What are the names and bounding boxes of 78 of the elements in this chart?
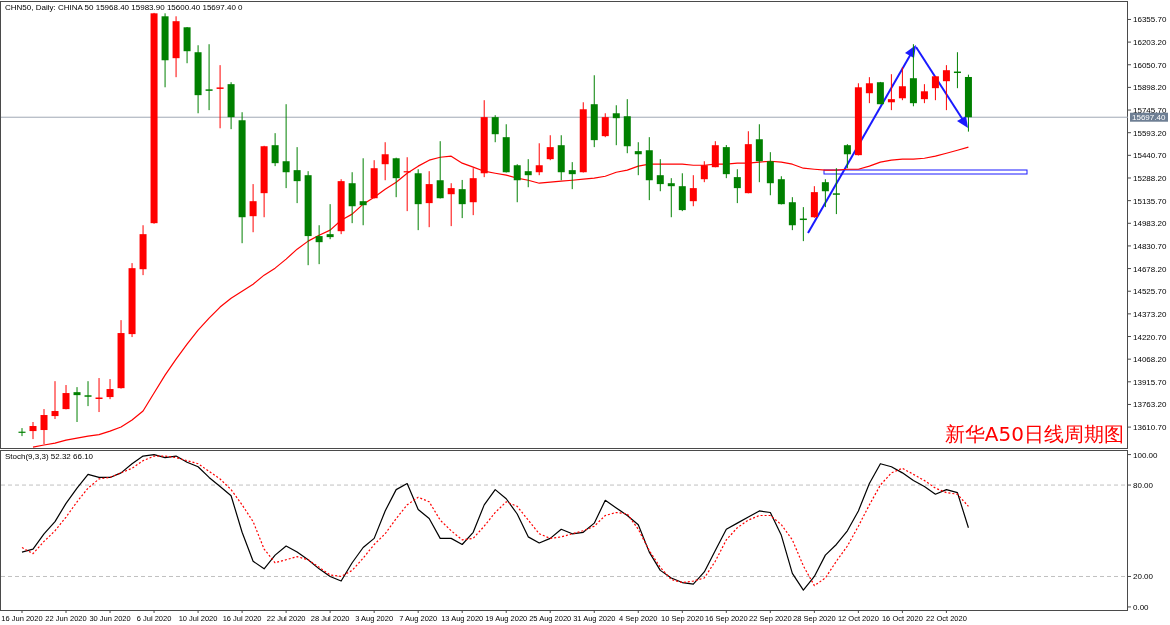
candlestick <box>656 158 664 192</box>
candlestick <box>447 182 455 227</box>
candlestick <box>887 73 895 111</box>
annotation: 新华A50日线周期图 <box>944 422 1124 446</box>
y-tick-label: 15593.20 <box>1133 128 1167 138</box>
y-tick-label: 14373.20 <box>1133 309 1167 319</box>
y-tick-label: 100.00 <box>1133 450 1159 460</box>
candlestick <box>51 380 59 420</box>
chart-title: CHN50, Daily: CHINA 50 15968.40 15983.90 15600.40 15697.40 0 <box>5 3 244 12</box>
candlestick <box>183 26 191 64</box>
y-tick-label: 16050.70 <box>1133 60 1167 70</box>
candlestick <box>392 157 400 198</box>
y-tick-label: 14068.20 <box>1133 355 1167 365</box>
y-tick-label: 16355.70 <box>1133 15 1167 25</box>
candlestick <box>62 384 70 410</box>
y-tick-label: 14525.70 <box>1133 287 1167 297</box>
candlestick <box>821 178 829 208</box>
candlestick <box>535 142 543 176</box>
candlestick <box>865 76 873 104</box>
y-tick-label: 14220.70 <box>1133 332 1167 342</box>
candlestick <box>942 64 950 111</box>
candlestick <box>700 160 708 183</box>
y-tick-label: 20.00 <box>1133 572 1154 582</box>
candlestick <box>788 196 796 231</box>
candlestick <box>612 104 620 146</box>
candlestick <box>634 141 642 176</box>
candlestick <box>29 421 37 440</box>
y-tick-label: 13763.20 <box>1133 400 1167 410</box>
y-tick-label: 16203.20 <box>1133 38 1167 48</box>
y-tick-label: 14678.20 <box>1133 264 1167 274</box>
candlestick <box>458 179 466 219</box>
y-tick-label: 15135.70 <box>1133 196 1167 206</box>
candlestick <box>106 378 114 400</box>
candlestick <box>920 83 928 104</box>
candlestick <box>667 177 675 218</box>
chart-title: Stoch(9,3,3) 52.32 66.10 <box>5 452 94 461</box>
candlestick <box>513 163 521 203</box>
candlestick <box>249 183 257 233</box>
candlestick <box>425 170 433 228</box>
y-tick-label: 13610.70 <box>1133 423 1167 433</box>
y-tick-label: 13915.70 <box>1133 377 1167 387</box>
ref-line-label: 15697.40 <box>1132 113 1166 123</box>
candlestick <box>678 172 686 212</box>
candlestick <box>931 75 939 101</box>
candlestick <box>84 380 92 407</box>
candlestick <box>601 112 609 138</box>
candlestick <box>843 143 851 169</box>
y-tick-label: 14983.20 <box>1133 219 1167 229</box>
y-tick-label: 0.00 <box>1133 602 1150 612</box>
candlestick <box>293 146 301 204</box>
candlestick <box>568 161 576 190</box>
candlestick <box>491 114 499 143</box>
y-tick-label: 15898.20 <box>1133 83 1167 93</box>
candlestick <box>381 141 389 181</box>
candlestick <box>216 64 224 129</box>
candlestick <box>766 151 774 196</box>
candlestick <box>898 66 906 101</box>
y-tick-label: 15440.70 <box>1133 151 1167 161</box>
candlestick <box>271 132 279 167</box>
candlestick <box>832 167 840 215</box>
y-tick-label: 14830.70 <box>1133 241 1167 251</box>
candlestick <box>73 386 81 423</box>
candlestick <box>348 171 356 224</box>
candlestick <box>282 103 290 189</box>
y-tick-label: 15745.70 <box>1133 106 1167 116</box>
candlestick <box>689 174 697 207</box>
candlestick <box>315 224 323 265</box>
candlestick <box>205 43 213 111</box>
candlestick <box>755 123 763 183</box>
candlestick <box>733 168 741 204</box>
y-tick-label: 80.00 <box>1133 481 1154 491</box>
candlestick <box>359 157 367 226</box>
y-tick-label: 15288.20 <box>1133 173 1167 183</box>
candlestick <box>546 134 554 161</box>
candlestick <box>524 158 532 188</box>
candlestick <box>436 140 444 200</box>
candlestick <box>40 408 48 445</box>
candlestick <box>326 203 334 240</box>
